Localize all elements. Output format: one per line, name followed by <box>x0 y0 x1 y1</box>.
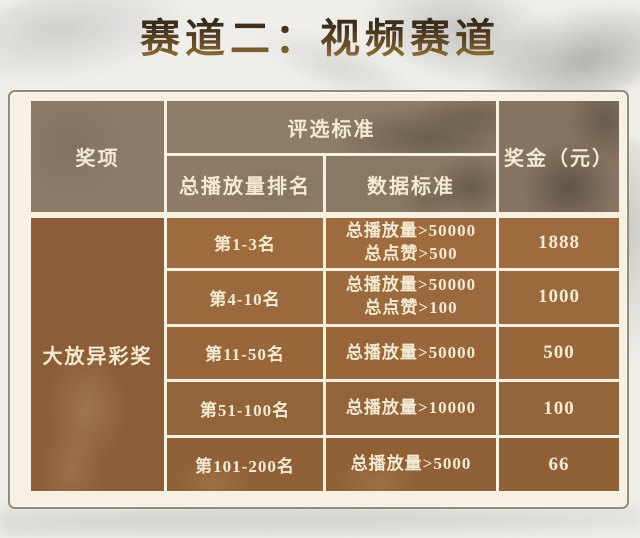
rank-cell: 第11-50名 <box>167 326 323 380</box>
prize-value: 1888 <box>538 231 580 253</box>
standard-cell: 总播放量>5000 <box>326 438 496 491</box>
standard-line: 总点赞>100 <box>364 298 458 318</box>
page-title: 赛道二：视频赛道 <box>0 6 640 64</box>
prize-value: 500 <box>543 341 575 363</box>
standard-line: 总播放量>50000 <box>345 220 477 240</box>
header-rank: 总播放量排名 <box>167 156 323 212</box>
prize-cell: 100 <box>499 382 619 436</box>
rank-value: 第4-10名 <box>209 289 281 309</box>
header-criteria-label: 评选标准 <box>287 118 376 141</box>
standard-cell: 总播放量>50000 总点赞>500 <box>326 215 496 268</box>
standard-cell: 总播放量>50000 <box>326 326 496 380</box>
rank-cell: 第1-3名 <box>167 215 323 268</box>
header-award: 奖项 <box>31 101 164 212</box>
rank-cell: 第101-200名 <box>167 438 323 491</box>
standard-line: 总点赞>500 <box>364 243 458 263</box>
table-row: 大放异彩奖 第1-3名 总播放量>50000 总点赞>500 1888 <box>31 215 619 491</box>
table-row: 第101-200名 总播放量>5000 66 <box>31 438 619 491</box>
rank-value: 第1-3名 <box>214 235 276 255</box>
standard-line: 总播放量>5000 <box>350 454 472 474</box>
standard-cell: 总播放量>10000 <box>326 382 496 436</box>
rank-value: 第51-100名 <box>199 401 291 421</box>
header-prize: 奖金（元） <box>499 101 619 212</box>
rank-value: 第11-50名 <box>205 345 285 365</box>
rank-cell: 第4-10名 <box>167 270 323 324</box>
table-row: 第4-10名 总播放量>50000 总点赞>100 1000 <box>31 270 619 324</box>
award-name-cell: 大放异彩奖 <box>31 215 164 491</box>
standard-cell: 总播放量>50000 总点赞>100 <box>326 270 496 324</box>
standard-line: 总播放量>50000 <box>345 342 477 362</box>
standard-line: 总播放量>10000 <box>345 398 477 418</box>
header-prize-label: 奖金（元） <box>504 148 614 170</box>
rank-cell: 第51-100名 <box>167 382 323 436</box>
header-standard: 数据标准 <box>326 156 496 212</box>
prize-value: 66 <box>548 453 570 475</box>
table-row: 第51-100名 总播放量>10000 100 <box>31 382 619 436</box>
prize-cell: 500 <box>499 326 619 380</box>
table-row: 第11-50名 总播放量>50000 500 <box>31 326 619 380</box>
award-name: 大放异彩奖 <box>42 346 153 368</box>
rank-value: 第101-200名 <box>195 457 295 477</box>
prize-value: 1000 <box>538 286 580 308</box>
prize-cell: 66 <box>499 438 619 491</box>
prize-value: 100 <box>543 397 575 419</box>
prize-cell: 1000 <box>499 270 619 324</box>
prize-table: 奖项 评选标准 奖金（元） 总播放量排名 数据标准 <box>28 98 622 494</box>
prize-table-card: 奖项 评选标准 奖金（元） 总播放量排名 数据标准 <box>8 90 629 509</box>
header-standard-label: 数据标准 <box>367 175 455 198</box>
prize-cell: 1888 <box>499 215 619 268</box>
header-award-label: 奖项 <box>75 148 120 170</box>
standard-line: 总播放量>50000 <box>345 275 477 295</box>
header-rank-label: 总播放量排名 <box>179 175 311 198</box>
header-criteria: 评选标准 <box>167 101 496 153</box>
